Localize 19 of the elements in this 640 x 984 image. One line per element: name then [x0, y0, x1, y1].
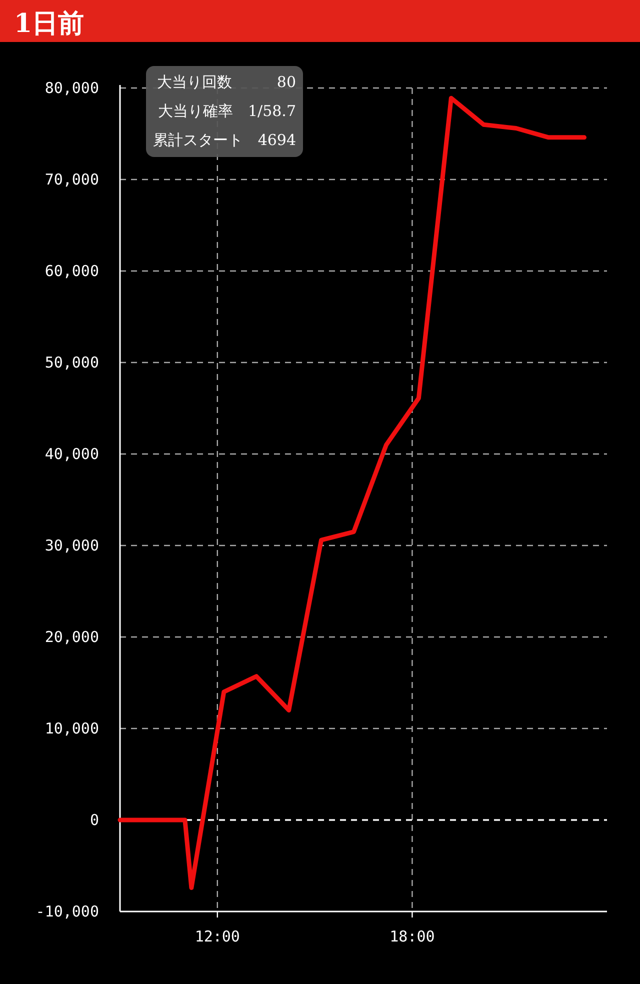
x-tick-label: 18:00: [390, 928, 435, 946]
y-tick-label: 30,000: [44, 536, 99, 554]
y-tick-label: 70,000: [44, 170, 99, 188]
y-tick-label: 60,000: [44, 262, 99, 280]
line-series: [118, 96, 587, 890]
annotation: 大当り回数 80: [156, 73, 296, 91]
annotation: 累計スタート 4694: [152, 131, 296, 149]
y-tick-label: 50,000: [44, 354, 99, 372]
y-tick-label: 10,000: [44, 720, 99, 738]
y-tick-label: 0: [90, 811, 99, 829]
chart-title: 1日前: [14, 9, 84, 39]
annotation: 大当り確率 1/58.7: [158, 102, 296, 120]
y-tick-label: 40,000: [44, 445, 99, 463]
tooltip: 大当り回数 80 大当り確率 1/58.7 累計スタート 4694: [146, 66, 303, 157]
y-tick-label: 20,000: [44, 628, 99, 646]
y-tick-label: 80,000: [44, 79, 99, 97]
header: 1日前: [0, 0, 640, 42]
x-tick-label: 12:00: [194, 928, 240, 946]
y-tick-label: -10,000: [36, 902, 99, 920]
